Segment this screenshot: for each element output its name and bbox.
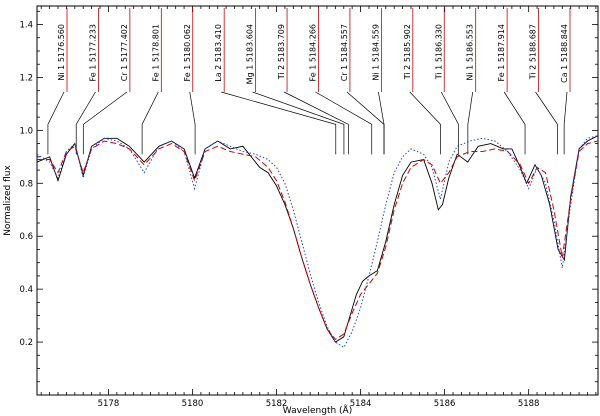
x-axis-title: Wavelength (Å) xyxy=(283,404,352,416)
y-tick-label: 1.4 xyxy=(19,21,33,31)
line-id-leader xyxy=(283,91,349,155)
line-id-leader xyxy=(141,91,159,155)
line-id-label: Ca 1 5188.844 xyxy=(560,24,569,83)
y-tick-label: 1.2 xyxy=(19,73,33,83)
line-id-label: Fe 1 5180.062 xyxy=(183,24,192,81)
line-id-label: Fe 1 5187.914 xyxy=(497,24,506,81)
line-id-leader xyxy=(467,91,474,155)
line-id-label: La 2 5183.410 xyxy=(214,24,223,82)
line-id-leader xyxy=(409,91,441,155)
line-id-leader xyxy=(82,91,128,155)
x-tick-label: 5184 xyxy=(350,399,372,409)
line-id-label: Ti 2 5185.902 xyxy=(403,24,412,80)
x-tick-label: 5188 xyxy=(518,399,540,409)
series-dashed-line xyxy=(37,140,599,341)
plot-frame xyxy=(36,5,599,396)
line-id-leader xyxy=(346,91,385,155)
spectrum-series xyxy=(36,135,599,349)
line-id-leader xyxy=(315,91,373,155)
y-tick-label: 0.8 xyxy=(19,179,33,189)
line-identifications: Ni 1 5176.560 Fe 1 5177.233 Cr 1 5177.402 F… xyxy=(47,8,571,155)
line-id-leader xyxy=(535,91,558,155)
series-solid-line xyxy=(36,135,599,343)
series-dotted-line xyxy=(36,135,599,349)
y-tick-label: 0.6 xyxy=(19,232,33,242)
line-id-label: Ti 2 5183.709 xyxy=(277,24,286,80)
line-id-label: Ti 1 5186.330 xyxy=(434,24,443,80)
line-id-leader xyxy=(563,91,568,155)
line-id-label: Cr 1 5184.557 xyxy=(340,24,349,81)
line-id-label: Ni 1 5176.560 xyxy=(57,24,66,81)
x-tick-label: 5186 xyxy=(434,399,456,409)
line-id-leader xyxy=(75,91,96,155)
line-id-leader xyxy=(440,91,459,155)
y-tick-label: 1.0 xyxy=(19,126,33,136)
line-id-label: Fe 1 5178.801 xyxy=(151,24,160,81)
y-tick-label: 0.4 xyxy=(19,285,33,295)
line-id-leader xyxy=(378,91,385,155)
y-axis: 0.2 0.4 0.6 0.8 1.0 1.2 1.4 xyxy=(19,10,598,383)
x-tick-label: 5182 xyxy=(266,399,288,409)
line-id-leader xyxy=(503,91,526,155)
line-id-label: Ni 1 5184.559 xyxy=(371,24,380,81)
line-id-label: Ni 1 5186.553 xyxy=(466,24,475,81)
line-id-label: Fe 1 5184.266 xyxy=(309,24,318,81)
line-id-label: Ti 2 5188.687 xyxy=(529,24,538,80)
x-tick-label: 5180 xyxy=(182,399,204,409)
line-id-label: Mg 1 5183.604 xyxy=(246,24,255,84)
y-tick-label: 0.2 xyxy=(19,338,33,348)
line-id-leader xyxy=(189,91,196,155)
line-id-label: Cr 1 5177.402 xyxy=(120,24,129,81)
line-id-leader xyxy=(221,91,337,155)
line-id-label: Fe 1 5177.233 xyxy=(88,24,97,81)
line-id-leader xyxy=(252,91,345,155)
y-axis-title: Normalized flux xyxy=(3,165,13,236)
x-tick-label: 5178 xyxy=(98,399,120,409)
line-id-leader xyxy=(47,91,65,155)
